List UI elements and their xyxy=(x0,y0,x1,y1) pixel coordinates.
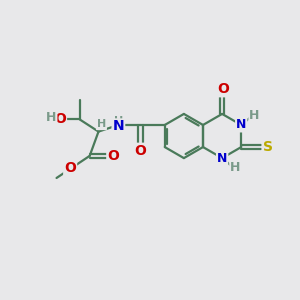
Text: H: H xyxy=(46,112,56,124)
Text: N: N xyxy=(236,118,246,131)
Text: H: H xyxy=(230,161,241,174)
Text: H: H xyxy=(97,119,106,129)
Text: H: H xyxy=(249,109,260,122)
Text: N: N xyxy=(112,119,124,134)
Text: O: O xyxy=(64,161,76,176)
Text: O: O xyxy=(217,82,229,96)
Text: O: O xyxy=(107,149,119,163)
Text: N: N xyxy=(217,152,227,165)
Text: O: O xyxy=(134,144,146,158)
Text: O: O xyxy=(54,112,66,127)
Text: S: S xyxy=(262,140,273,154)
Text: H: H xyxy=(114,116,123,126)
